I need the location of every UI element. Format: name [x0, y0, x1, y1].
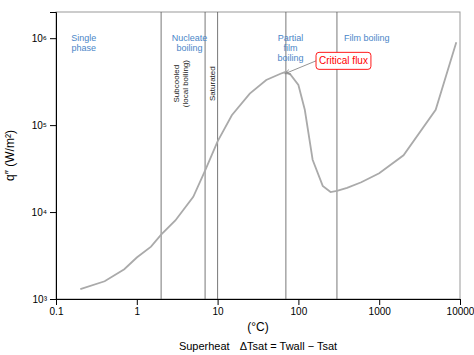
x-tick: 100: [291, 299, 308, 317]
y-tick: 10³: [33, 294, 56, 305]
region-label: Nucleateboiling: [172, 33, 208, 53]
vertical-label-line: Subcooled: [172, 65, 181, 103]
y-axis: 10³ 10⁴ 10⁵ 10⁶: [32, 13, 57, 305]
plot-frame: [56, 12, 460, 299]
vertical-label: Subcooled(local boiling): [172, 60, 190, 107]
y-tick-label: 10⁶: [32, 33, 47, 44]
x-tick-mark: [298, 299, 299, 305]
callout-box: [316, 52, 371, 69]
x-tick: 10: [213, 299, 225, 317]
region-line: [161, 12, 162, 299]
x-tick-label: 10000: [447, 306, 474, 317]
region-label-line: boiling: [177, 43, 203, 53]
x-axis-line: [57, 300, 461, 306]
y-tick-label: 10⁵: [32, 120, 47, 131]
y-axis-line: [50, 13, 57, 300]
footer-text: Superheat: [179, 340, 230, 352]
plot-area: [80, 12, 456, 299]
region-line: [205, 12, 206, 299]
region-label-line: Film boiling: [344, 33, 390, 43]
x-axis: 0.1 1 10 100 1000 10000: [50, 299, 474, 317]
footer: Superheat ΔTsat = Twall − Tsat: [179, 340, 337, 352]
y-tick-label: 10⁴: [32, 207, 47, 218]
x-tick-mark: [218, 299, 219, 305]
vertical-label-line: Saturated: [208, 66, 217, 101]
y-tick-mark: [50, 125, 56, 126]
footer-text: ΔTsat = Twall − Tsat: [240, 340, 337, 352]
y-tick: 10⁵: [32, 120, 56, 131]
x-tick-label: 1000: [369, 306, 392, 317]
x-tick-label: 10: [213, 306, 225, 317]
x-tick-label: 1: [135, 306, 141, 317]
x-axis-title: (°C): [247, 320, 268, 334]
callout-label: Critical flux: [319, 55, 368, 66]
chart-svg: 0.1 1 10 100 1000 10000 10³ 10⁴ 10⁵ 10⁶ Singlephas…: [0, 0, 474, 355]
region-label-line: film: [284, 43, 298, 53]
region-label-line: Nucleate: [172, 33, 208, 43]
x-tick-mark: [137, 299, 138, 305]
region-label-line: boiling: [278, 53, 304, 63]
region-label: Partialfilmboiling: [278, 33, 304, 63]
callout: Critical flux: [285, 52, 371, 73]
y-tick-mark: [50, 38, 56, 39]
boiling-curve: [80, 42, 456, 289]
region-label-line: phase: [71, 43, 96, 53]
region-label-line: Partial: [278, 33, 304, 43]
x-tick-mark: [460, 299, 461, 305]
x-tick-mark: [379, 299, 380, 305]
callout-arrow: [285, 61, 316, 74]
x-tick: 1000: [369, 299, 392, 317]
x-tick-label: 0.1: [50, 306, 64, 317]
y-tick: 10⁴: [32, 207, 56, 218]
y-axis-title: q″ (W/m²): [3, 130, 17, 181]
y-tick-mark: [50, 299, 56, 300]
region-line: [217, 12, 218, 299]
y-tick-label: 10³: [33, 294, 48, 305]
y-tick-mark: [50, 212, 56, 213]
annotations: SinglephaseNucleateboilingPartialfilmboi…: [71, 33, 389, 107]
vertical-label-line: (local boiling): [181, 60, 190, 107]
region-label: Singlephase: [71, 33, 96, 53]
x-tick-label: 100: [291, 306, 308, 317]
vertical-label: Saturated: [208, 66, 217, 101]
region-label-line: Single: [71, 33, 96, 43]
x-tick: 1: [135, 299, 141, 317]
region-label: Film boiling: [344, 33, 390, 43]
x-tick: 10000: [447, 299, 474, 317]
y-tick: 10⁶: [32, 33, 56, 44]
x-tick: 0.1: [50, 299, 64, 317]
